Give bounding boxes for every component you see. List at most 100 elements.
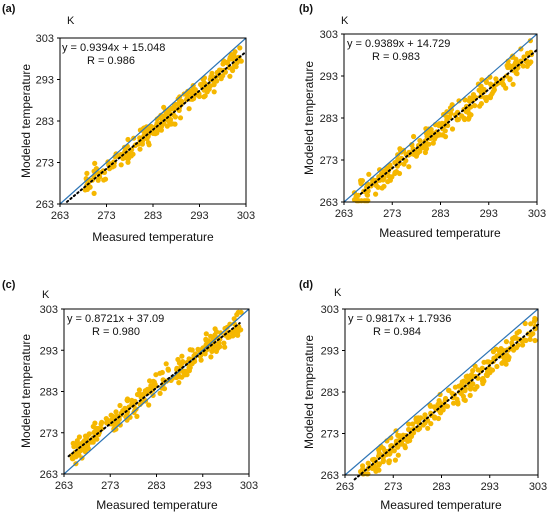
panel-d: (d) K 263 273 283 293 303 263 273 283 293 303 y =… <box>299 279 547 512</box>
data-point <box>411 430 417 436</box>
data-point <box>213 348 219 354</box>
identity-line <box>344 308 539 476</box>
data-point <box>209 70 215 76</box>
data-point <box>515 65 521 71</box>
data-point <box>237 45 243 51</box>
data-point <box>456 98 462 104</box>
data-point <box>472 386 478 392</box>
panel-a: (a) K 263 273 283 293 303 263 273 283 293 303 y =… <box>2 3 255 244</box>
data-point <box>532 316 538 322</box>
data-point <box>164 123 170 129</box>
data-point <box>209 348 215 354</box>
regression-equation: y = 0.8721x + 37.09 <box>67 313 164 325</box>
data-point <box>205 338 211 344</box>
plot-area: 263 273 283 293 303 263 273 283 293 303 <box>36 33 256 222</box>
x-axis-label: Measured temperature <box>379 226 501 240</box>
data-point <box>392 169 398 175</box>
data-point <box>479 365 485 371</box>
panel-label: (a) <box>2 3 16 15</box>
data-point <box>238 309 244 315</box>
data-point <box>161 114 168 120</box>
data-point <box>103 416 109 422</box>
data-point <box>376 462 382 468</box>
data-point <box>198 357 204 363</box>
data-point <box>157 370 163 376</box>
data-point <box>392 457 398 463</box>
data-point <box>520 63 526 69</box>
regression-equation: y = 0.9389x + 14.729 <box>347 38 450 50</box>
data-point <box>512 60 519 66</box>
x-tick-label: 303 <box>240 480 258 492</box>
data-point <box>413 153 419 159</box>
data-point <box>422 149 428 156</box>
data-point <box>134 413 140 419</box>
y-tick-label: 273 <box>36 158 54 170</box>
y-tick-label: 283 <box>321 387 339 399</box>
data-point <box>101 177 107 183</box>
scatter-points <box>358 315 539 477</box>
data-point <box>86 431 92 437</box>
data-point <box>90 423 96 430</box>
x-tick-label: 283 <box>144 210 162 222</box>
data-point <box>411 133 417 140</box>
data-point <box>172 114 178 120</box>
data-point <box>208 354 214 360</box>
trend-line <box>353 323 539 481</box>
data-point <box>530 331 536 337</box>
data-point <box>428 129 434 135</box>
identity-line <box>343 33 538 203</box>
data-point <box>364 192 370 198</box>
data-point <box>120 155 126 162</box>
data-point <box>509 340 515 346</box>
data-point <box>227 73 233 79</box>
data-point <box>387 177 393 183</box>
x-tick-label: 263 <box>336 481 354 493</box>
data-point <box>410 421 416 427</box>
y-axis-label: Modeled temperature <box>19 334 33 448</box>
data-point <box>365 198 371 204</box>
data-point <box>395 452 401 458</box>
data-point <box>481 359 487 365</box>
y-tick-label: 293 <box>40 345 58 357</box>
data-point <box>528 59 534 65</box>
data-point <box>428 421 434 427</box>
data-point <box>436 398 442 404</box>
panel-label: (b) <box>299 3 313 15</box>
data-point <box>471 97 477 103</box>
y-tick-label: 303 <box>40 304 58 316</box>
x-axis-label: Measured temperature <box>92 230 214 244</box>
x-tick-label: 273 <box>383 208 401 220</box>
data-point <box>152 381 158 387</box>
data-point <box>359 178 365 184</box>
data-point <box>234 312 240 318</box>
data-point <box>470 92 477 98</box>
data-point <box>381 183 387 189</box>
data-point <box>386 458 392 464</box>
data-point <box>375 184 381 190</box>
data-point <box>516 328 522 335</box>
y-tick-label: 293 <box>36 75 54 87</box>
data-point <box>522 320 528 327</box>
panel-b: (b) K 263 273 283 293 303 263 273 283 293 303 y =… <box>299 3 546 240</box>
data-point <box>491 87 497 93</box>
x-tick-label: 283 <box>432 481 450 493</box>
x-tick-label: 293 <box>480 208 498 220</box>
data-point <box>465 116 472 122</box>
data-point <box>380 459 386 465</box>
data-point <box>532 337 538 344</box>
data-point <box>482 95 488 101</box>
data-point <box>354 198 360 204</box>
data-point <box>376 467 382 473</box>
data-point <box>500 359 506 365</box>
data-point <box>466 98 473 104</box>
y-tick-label: 283 <box>40 387 58 399</box>
regression-equation: y = 0.9817x + 1.7936 <box>348 313 451 325</box>
data-point <box>186 356 192 362</box>
data-point <box>235 332 241 338</box>
unit-label: K <box>341 15 349 27</box>
data-point <box>165 366 171 372</box>
data-point <box>406 164 412 170</box>
x-tick-label: 273 <box>384 481 402 493</box>
data-point <box>493 76 499 82</box>
data-point <box>460 393 466 399</box>
